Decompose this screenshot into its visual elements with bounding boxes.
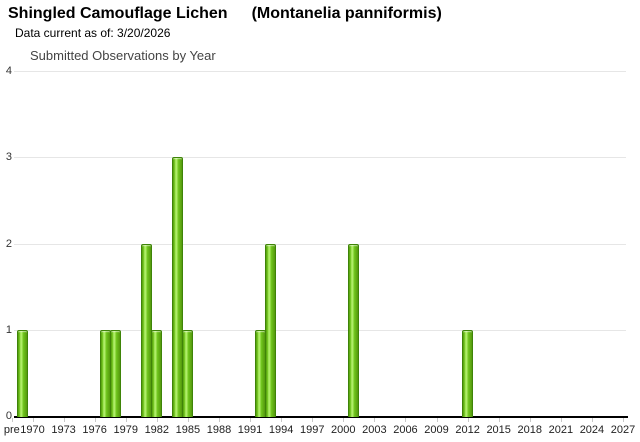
x-axis-label-2009: 2009 — [424, 424, 449, 436]
x-tick-mark-1973 — [63, 418, 65, 422]
bar-1969 — [16, 329, 28, 417]
gridline-4 — [14, 71, 626, 72]
x-axis-label-1991: 1991 — [237, 424, 263, 436]
x-axis-label-1982: 1982 — [144, 424, 170, 436]
x-axis-label-2003: 2003 — [362, 424, 387, 436]
x-axis-label-1970: 1970 — [20, 424, 45, 436]
x-tick-mark-1976 — [94, 418, 96, 422]
x-axis-label-2000: 2000 — [331, 424, 356, 436]
x-axis-label-1979: 1979 — [113, 424, 138, 436]
bar-2012 — [462, 329, 474, 417]
x-axis-label-1997: 1997 — [299, 424, 325, 436]
x-axis-label-2015: 2015 — [486, 424, 511, 436]
page-title: Shingled Camouflage Lichen (Montanelia pa… — [8, 5, 442, 23]
bar-1993 — [265, 243, 277, 417]
x-axis-label-1985: 1985 — [175, 424, 201, 436]
species-scientific-name: (Montanelia panniformis) — [251, 5, 442, 22]
x-tick-mark-1985 — [187, 418, 189, 422]
x-axis-label-2006: 2006 — [393, 424, 418, 436]
gridline-2 — [14, 243, 626, 245]
x-tick-mark-pre — [11, 418, 13, 422]
chart-title: Submitted Observations by Year — [30, 48, 216, 63]
x-axis-label-pre: pre — [3, 424, 20, 436]
x-axis-label-1994: 1994 — [268, 424, 294, 436]
y-axis-label-1: 1 — [5, 323, 12, 336]
x-axis-label-2012: 2012 — [455, 424, 480, 436]
x-tick-mark-1979 — [125, 418, 127, 422]
x-tick-mark-2021 — [560, 418, 562, 422]
y-axis-label-0: 0 — [5, 410, 12, 422]
x-tick-mark-1997 — [312, 418, 314, 422]
bar-1985 — [182, 329, 194, 417]
x-tick-mark-2018 — [529, 418, 531, 422]
x-tick-mark-1994 — [281, 418, 283, 422]
y-axis-label-3: 3 — [5, 151, 12, 164]
bar-1978 — [109, 329, 121, 417]
x-tick-mark-2027 — [623, 418, 625, 422]
x-axis-label-2027: 2027 — [610, 424, 636, 436]
x-axis-label-1976: 1976 — [82, 424, 107, 436]
data-current-note: Data current as of: 3/20/2026 — [15, 26, 171, 40]
bar-1984 — [172, 157, 184, 417]
x-tick-mark-1982 — [156, 418, 158, 422]
x-axis-label-2018: 2018 — [517, 424, 542, 436]
species-common-name: Shingled Camouflage Lichen — [8, 5, 228, 22]
bar-1992 — [254, 329, 266, 417]
x-tick-mark-2006 — [405, 418, 407, 422]
x-axis-label-2024: 2024 — [579, 424, 605, 436]
y-axis-label-2: 2 — [5, 237, 12, 250]
bar-1977 — [99, 329, 111, 417]
x-tick-mark-1988 — [218, 418, 220, 422]
y-axis-label-4: 4 — [5, 65, 12, 77]
x-tick-mark-2015 — [498, 418, 500, 422]
x-tick-mark-1970 — [32, 418, 34, 422]
x-axis-line — [14, 416, 628, 418]
bar-1981 — [140, 243, 152, 417]
x-tick-mark-2003 — [374, 418, 376, 422]
x-tick-mark-2009 — [436, 418, 438, 422]
x-axis-label-1988: 1988 — [206, 424, 232, 436]
x-axis-label-2021: 2021 — [548, 424, 574, 436]
bar-2001 — [348, 243, 360, 417]
x-tick-mark-2012 — [467, 418, 469, 422]
x-tick-mark-2000 — [343, 418, 345, 422]
x-tick-mark-2024 — [591, 418, 593, 422]
x-axis-label-1973: 1973 — [51, 424, 76, 436]
gridline-3 — [14, 157, 626, 159]
gridline-1 — [14, 329, 626, 331]
bar-1982 — [151, 329, 163, 417]
x-tick-mark-1991 — [250, 418, 252, 422]
